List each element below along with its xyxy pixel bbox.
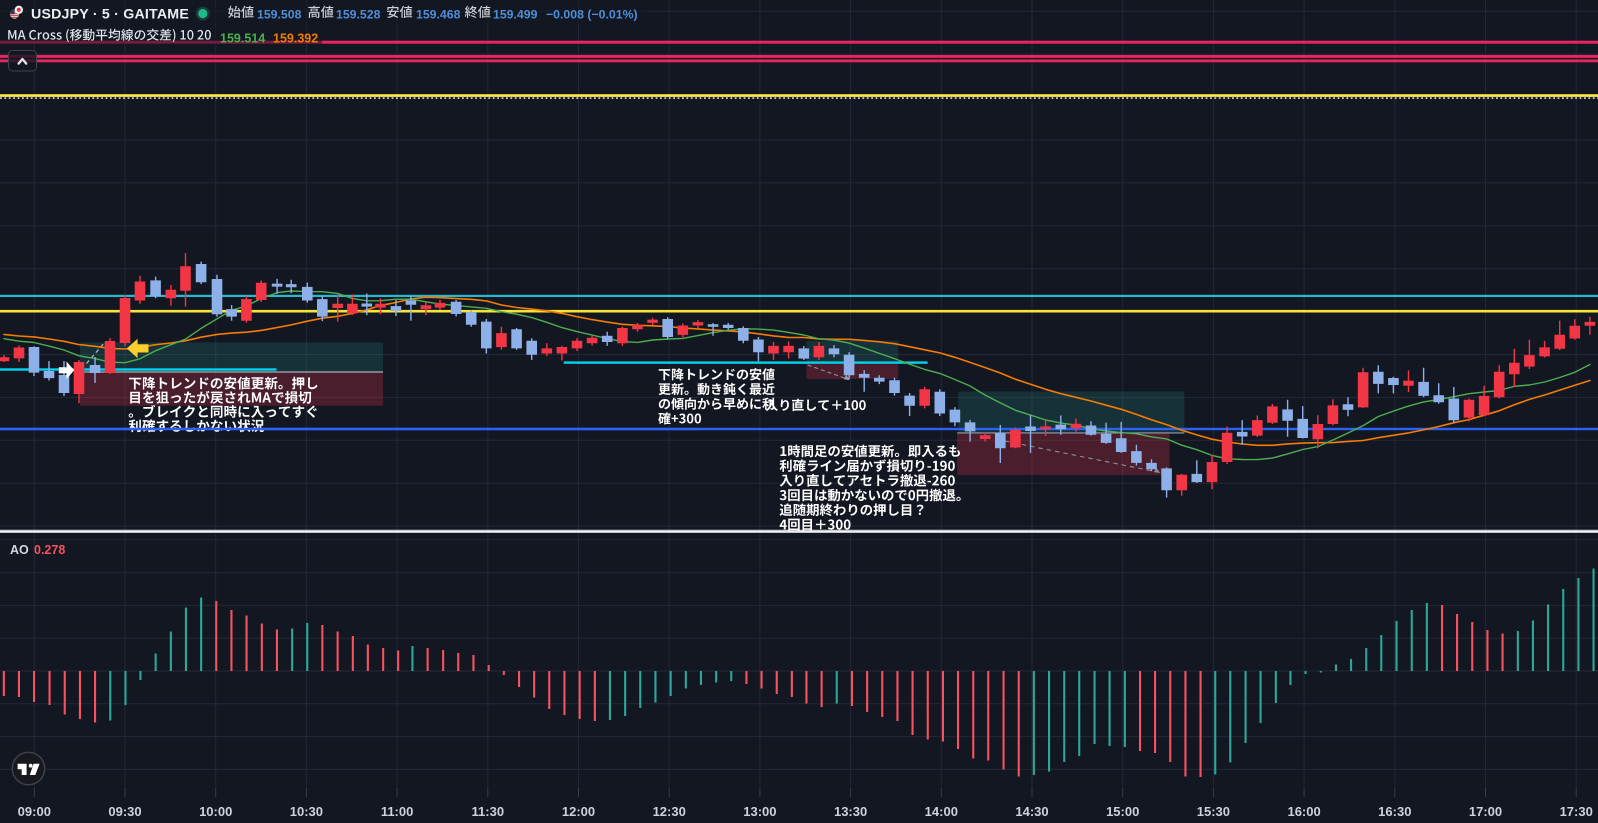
svg-text:14:00: 14:00 — [925, 804, 958, 819]
svg-text:159.528: 159.528 — [336, 7, 381, 21]
svg-text:13:00: 13:00 — [743, 804, 776, 819]
svg-text:10:30: 10:30 — [290, 804, 323, 819]
svg-text:11:30: 11:30 — [472, 804, 505, 819]
svg-text:14:30: 14:30 — [1015, 804, 1048, 819]
svg-text:10:00: 10:00 — [199, 804, 232, 819]
svg-text:13:30: 13:30 — [834, 804, 867, 819]
svg-text:15:00: 15:00 — [1106, 804, 1139, 819]
svg-text:159.499: 159.499 — [493, 7, 538, 21]
svg-text:16:00: 16:00 — [1287, 804, 1320, 819]
svg-text:USDJPY · 5 · GAITAME: USDJPY · 5 · GAITAME — [31, 7, 189, 23]
svg-text:09:00: 09:00 — [18, 804, 51, 819]
svg-text:09:30: 09:30 — [108, 804, 141, 819]
svg-text:12:00: 12:00 — [562, 804, 595, 819]
svg-text:17:00: 17:00 — [1469, 804, 1502, 819]
svg-text:−0.008 (−0.01%): −0.008 (−0.01%) — [546, 7, 638, 21]
svg-text:17:30: 17:30 — [1560, 804, 1593, 819]
svg-text:11:00: 11:00 — [381, 804, 414, 819]
svg-text:159.392: 159.392 — [273, 31, 318, 45]
svg-text:AO: AO — [10, 543, 29, 557]
svg-text:159.468: 159.468 — [416, 7, 461, 21]
svg-text:12:30: 12:30 — [653, 804, 686, 819]
svg-text:159.514: 159.514 — [220, 31, 265, 45]
svg-text:159.508: 159.508 — [257, 7, 302, 21]
svg-text:0.278: 0.278 — [34, 543, 65, 557]
svg-text:16:30: 16:30 — [1378, 804, 1411, 819]
svg-text:15:30: 15:30 — [1197, 804, 1230, 819]
